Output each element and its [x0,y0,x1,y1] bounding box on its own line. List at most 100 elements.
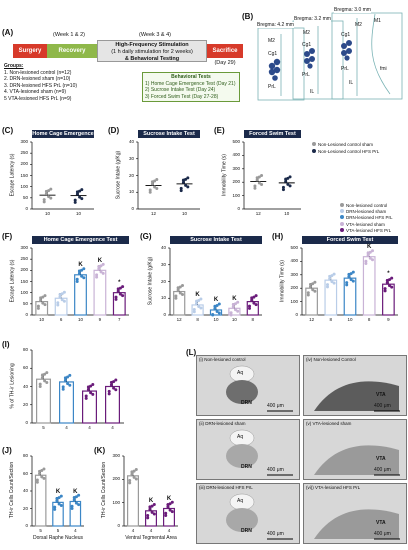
data-point [39,298,43,302]
data-point [42,200,46,204]
data-point [281,185,285,189]
y-tick-label: 400 [290,258,298,264]
plot-area [242,141,301,210]
x-tick-label: 10 [75,211,81,216]
data-point [178,291,182,295]
data-point [260,183,264,187]
significance-mark: * [387,271,390,278]
brain-sections-diagram [257,12,403,101]
y-tick-label: 100 [232,192,240,198]
data-point [73,198,77,202]
data-point [155,178,159,182]
x-tick-label: 9 [98,317,102,322]
bar [58,381,74,424]
significance-mark: K [195,292,200,299]
data-point [252,301,256,305]
bar [191,304,204,316]
data-point [80,274,84,278]
data-point [234,308,237,312]
bar [35,378,51,424]
data-point [364,259,368,263]
region-label: VTA [376,392,386,398]
data-point [217,311,221,315]
data-point [95,275,99,279]
data-point [351,270,355,274]
micrograph-texture [314,509,400,540]
data-point [78,189,82,193]
data-point [254,303,258,307]
data-point [388,284,391,288]
plot-area [30,141,94,210]
data-point [114,378,118,382]
data-point [371,258,374,262]
data-point [68,383,72,387]
data-point [254,294,258,298]
micrograph-3: (ii) DRN-lesioned sham Aq DRN 400 μm [196,419,300,480]
data-point [345,283,349,287]
data-point [368,250,372,254]
section-3-outline [331,12,403,100]
data-point [150,510,154,514]
data-point [36,306,40,310]
data-point [109,383,113,387]
data-point [313,289,317,293]
vta-stain [314,445,399,475]
y-tick-label: 50 [22,300,28,306]
data-point [116,289,120,293]
y-tick-label: 20 [160,278,166,284]
data-point [89,391,93,395]
y-tick-label: 100 [112,499,120,505]
data-point [47,195,51,199]
plot-area [168,247,262,317]
micrograph-6: (vi)) VTA-lesioned HFS PrL VTA 400 μm [303,483,407,544]
y-tick-label: 0 [25,523,28,528]
data-point [99,264,103,268]
data-point [44,192,48,196]
data-point [80,268,84,272]
data-point [70,507,74,511]
y-tick-label: 250 [20,256,28,262]
y-tick-label: 40 [128,139,134,144]
data-point [95,273,99,277]
x-tick-label: 4 [111,425,114,430]
group-1: 1. Non-lesioned control (n=12) [4,69,72,76]
data-point [43,294,47,298]
data-point [75,192,79,196]
data-point [349,278,353,282]
data-point [57,496,61,500]
data-point [75,280,79,284]
y-tick-label: 0 [295,312,298,317]
aqueduct-label: Aq [237,498,244,504]
data-point [326,285,329,289]
data-point [40,376,44,380]
data-point [286,182,290,186]
x-tick-label: 6 [59,317,63,322]
data-point [75,277,79,281]
data-point [91,392,95,396]
x-tick-label: 4 [88,425,91,430]
y-tick-label: 50 [22,194,28,200]
x-axis-label: Ventral Tegmental Area [125,535,177,541]
chart-title: Sucrose Intake Test [170,236,262,244]
region-label: VTA [376,520,386,526]
scale-label: 400 μm [374,531,391,537]
x-tick-label: 4 [65,425,68,430]
data-point [43,303,47,307]
data-point [55,499,59,503]
data-point [74,501,78,505]
data-point [199,306,203,310]
data-point [390,285,394,289]
region-label: DRN [241,528,252,534]
data-point [35,480,39,484]
micrograph-title: (iii) DRN-lesioned HFS PrL [199,485,253,490]
data-point [91,383,95,387]
significance-mark: K [213,297,219,304]
data-point [49,187,53,191]
data-point [66,375,70,379]
data-point [330,274,334,278]
data-point [215,309,219,313]
micrograph-title: (iv) Non-lesioned Control [306,357,356,362]
section-1-outline [257,27,305,101]
chart-h: (H) Forced Swim Test Immobility Time (s) 0 1… [272,232,406,329]
data-point [253,186,257,190]
